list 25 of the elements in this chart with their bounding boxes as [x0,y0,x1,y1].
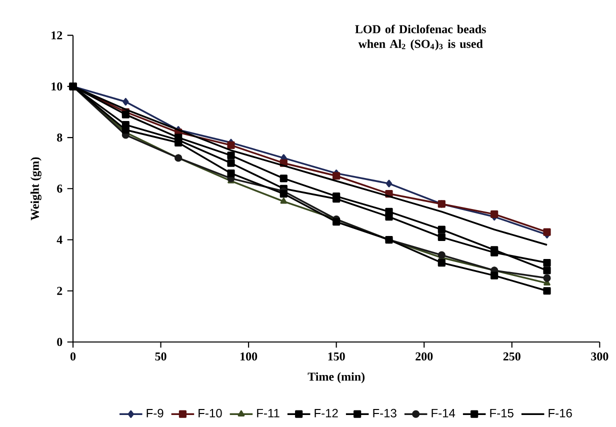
x-tick-label: 100 [240,352,258,360]
legend-label: F-12 [314,408,338,418]
legend-label: F-16 [548,408,572,418]
legend-label: F-10 [198,408,222,418]
x-tick-label: 50 [155,352,166,360]
y-tick-label: 4 [56,236,62,244]
y-tick-label: 0 [57,338,62,346]
y-tick-label: 12 [52,31,62,40]
legend-label: F-9 [146,408,164,418]
legend-label: F-14 [432,408,456,418]
legend-label: F-13 [373,408,396,418]
y-tick-label: 6 [57,184,62,193]
x-tick-label: 150 [328,352,345,360]
chart-title: LOD of Diclofenac beads when Al$_{2}$ (SO$_{4}$)$_{3}$ is used [355,24,486,50]
legend-label: F-11 [257,408,280,418]
x-tick-label: 200 [416,352,433,360]
x-tick-label: 300 [591,352,608,360]
x-tick-label: 0 [70,352,76,360]
y-tick-label: 8 [57,133,62,142]
legend-label: F-15 [490,408,514,418]
y-axis-title: Weight (gm) [30,157,42,220]
y-tick-label: 10 [52,82,62,90]
y-tick-label: 2 [57,286,62,295]
x-tick-label: 250 [503,352,520,360]
x-axis-title: Time (min) [308,372,365,384]
